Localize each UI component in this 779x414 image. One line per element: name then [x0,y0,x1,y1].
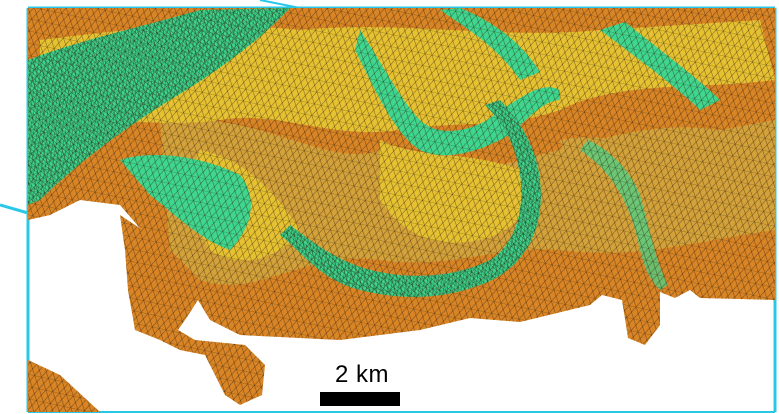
mesh-lower-left-arm [120,215,265,405]
mesh-bottom-left-sliver [28,360,100,412]
scale-bar-rect [320,392,400,406]
scale-bar-label: 2 km [334,361,389,388]
scale-bar [320,392,400,406]
